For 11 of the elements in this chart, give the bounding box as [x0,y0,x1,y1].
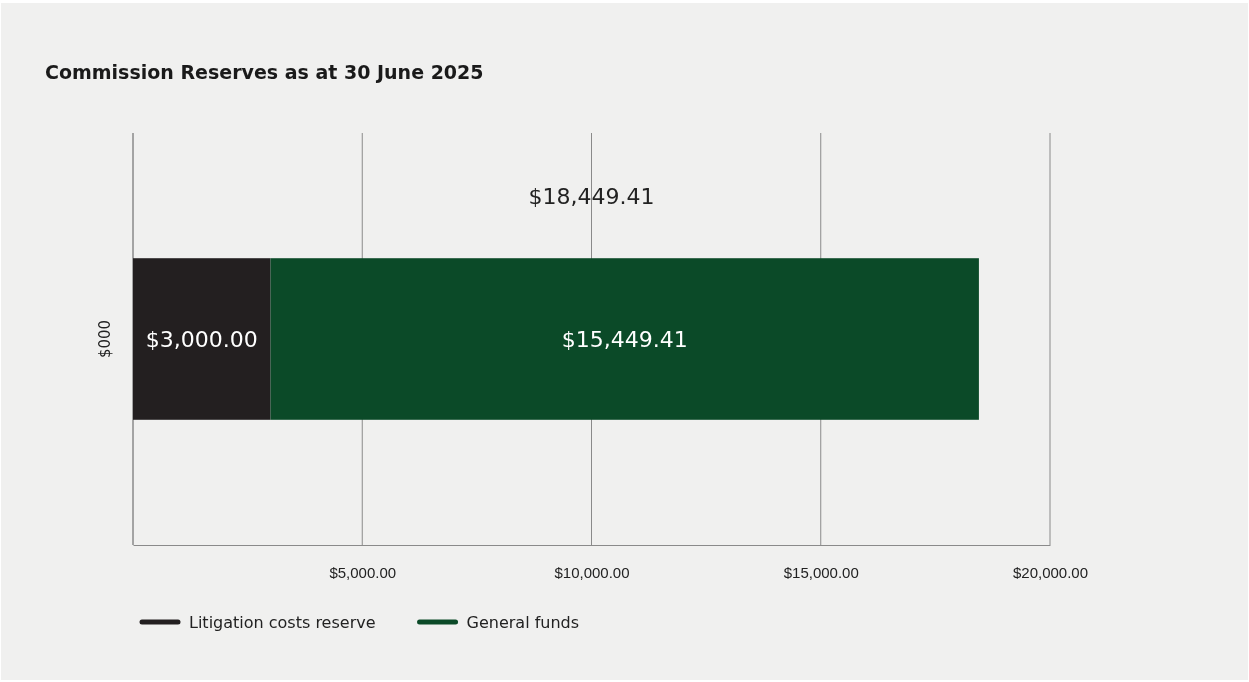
data-label: $3,000.00 [145,326,258,352]
total-label: $18,449.41 [528,183,655,209]
data-label: $15,449.41 [561,326,688,352]
x-tick-label: $15,000.00 [783,563,859,581]
x-tick-label: $5,000.00 [329,563,397,581]
x-tick-label: $10,000.00 [554,563,630,581]
legend-label: General funds [466,612,580,632]
chart-title: Commission Reserves as at 30 June 2025 [45,61,484,83]
x-tick-label: $20,000.00 [1012,563,1089,581]
legend-label: Litigation costs reserve [189,612,376,632]
y-axis-title: $000 [96,319,114,359]
